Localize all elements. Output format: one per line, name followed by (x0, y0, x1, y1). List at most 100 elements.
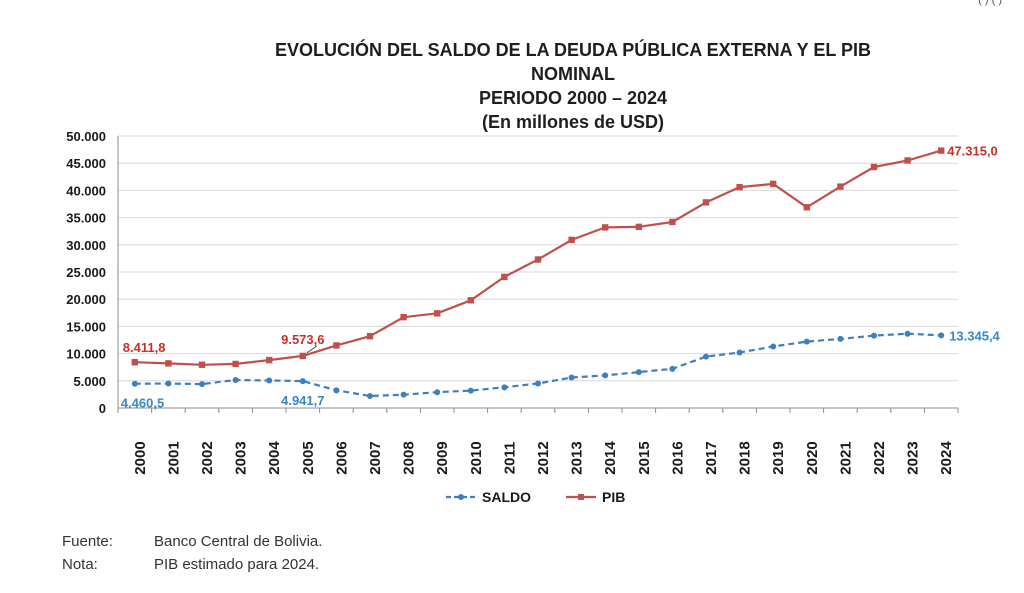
x-tick-label: 2016 (669, 441, 686, 474)
x-tick-label: 2000 (132, 441, 149, 474)
point-saldo (736, 349, 743, 356)
point-saldo (938, 332, 945, 339)
data-label: 9.573,6 (281, 332, 324, 347)
x-tick-label: 2006 (333, 441, 350, 474)
point-pib (131, 359, 138, 366)
point-saldo (266, 377, 273, 384)
point-saldo (165, 380, 172, 387)
x-tick-label: 2022 (871, 441, 888, 474)
x-tick-label: 2020 (804, 441, 821, 474)
point-pib (534, 256, 542, 263)
x-tick-label: 2019 (770, 441, 787, 474)
point-pib (904, 157, 911, 164)
point-saldo (131, 380, 138, 387)
legend-marker-saldo (458, 494, 464, 500)
x-tick-label: 2008 (401, 441, 418, 474)
x-tick-label: 2011 (501, 442, 518, 475)
point-pib (467, 297, 474, 304)
point-pib (198, 361, 206, 368)
chart-subtitle: PERIODO 2000 – 2024 (478, 88, 668, 108)
series-line-saldo (134, 332, 942, 398)
point-pib (602, 224, 609, 231)
point-pib (635, 223, 642, 231)
point-saldo (400, 391, 407, 398)
note-remark-key: Nota: (62, 556, 98, 573)
x-tick-label: 2014 (602, 441, 619, 475)
point-pib (702, 199, 710, 206)
point-pib (400, 313, 407, 321)
point-pib (803, 204, 810, 211)
point-saldo (669, 365, 676, 372)
chart-title: EVOLUCIÓN DEL SALDO DE LA DEUDA PÚBLICA … (274, 40, 872, 84)
line-chart: 0 5.000 10.000 15.000 20.000 25.000 30.000 35.0… (66, 129, 1000, 505)
point-saldo (635, 369, 642, 376)
point-saldo (501, 384, 508, 391)
point-saldo (467, 387, 474, 394)
point-saldo (803, 338, 810, 345)
point-pib (770, 180, 777, 188)
point-saldo (602, 372, 609, 379)
x-tick-label: 2005 (300, 441, 317, 474)
point-pib (568, 236, 575, 244)
point-pib (870, 163, 878, 171)
x-tick-label: 2001 (165, 441, 182, 474)
y-tick-label: 45.000 (66, 156, 106, 171)
point-pib (736, 183, 743, 191)
point-pib (299, 352, 306, 360)
x-tick-label: 2004 (266, 441, 283, 475)
y-tick-label: 25.000 (66, 265, 106, 280)
point-saldo (333, 387, 340, 394)
x-tick-label: 2021 (837, 441, 854, 474)
x-tick-label: 2009 (434, 441, 451, 474)
point-pib (165, 360, 172, 367)
y-tick-label: 5.000 (73, 374, 106, 389)
point-saldo (199, 381, 205, 388)
corner-text: ( ) ( ) (978, 0, 1002, 6)
point-pib (266, 356, 273, 364)
point-saldo (535, 380, 541, 387)
y-tick-label: 10.000 (66, 347, 106, 362)
note-source-key: Fuente: (62, 533, 113, 550)
x-tick-label: 2013 (569, 441, 586, 474)
note-source-value: Banco Central de Bolivia. (154, 533, 323, 550)
point-saldo (904, 330, 911, 337)
x-tick-label: 2018 (737, 441, 754, 474)
data-label: 4.460,5 (121, 396, 164, 411)
point-pib (938, 147, 945, 154)
leader-line (306, 345, 318, 354)
point-saldo (703, 353, 709, 360)
x-tick-label: 2015 (636, 441, 653, 474)
point-saldo (434, 389, 441, 396)
x-tick-label: 2010 (468, 441, 485, 474)
point-pib (837, 183, 844, 190)
data-label: 13.345,4 (949, 328, 1000, 343)
y-tick-label: 0 (99, 401, 106, 416)
notes: Fuente: Banco Central de Bolivia. Nota: … (62, 530, 322, 576)
x-tick-label: 2012 (535, 441, 552, 474)
point-pib (232, 360, 239, 368)
y-tick-label: 40.000 (66, 183, 106, 198)
data-label: 47.315,0 (947, 144, 998, 159)
point-saldo (770, 343, 777, 350)
legend-marker-pib (578, 494, 584, 500)
point-pib (501, 273, 508, 281)
point-saldo (871, 332, 877, 339)
legend-label-saldo: SALDO (482, 489, 531, 505)
x-tick-label: 2023 (905, 441, 922, 474)
data-label: 4.941,7 (281, 393, 324, 408)
legend-label-pib: PIB (602, 489, 625, 505)
point-saldo (299, 378, 306, 385)
note-source: Fuente: Banco Central de Bolivia. (62, 530, 322, 553)
x-tick-label: 2024 (938, 441, 955, 475)
x-tick-label: 2003 (233, 441, 250, 474)
note-remark-value: PIB estimado para 2024. (154, 556, 320, 573)
y-tick-label: 20.000 (66, 292, 106, 307)
point-pib (333, 342, 340, 349)
chart-unit-label: (En millones de USD) (481, 112, 665, 132)
point-saldo (568, 374, 575, 381)
x-tick-label: 2017 (703, 441, 720, 474)
point-pib (434, 310, 441, 317)
point-saldo (367, 393, 373, 400)
data-label: 8.411,8 (123, 340, 166, 355)
y-tick-label: 30.000 (66, 238, 106, 253)
